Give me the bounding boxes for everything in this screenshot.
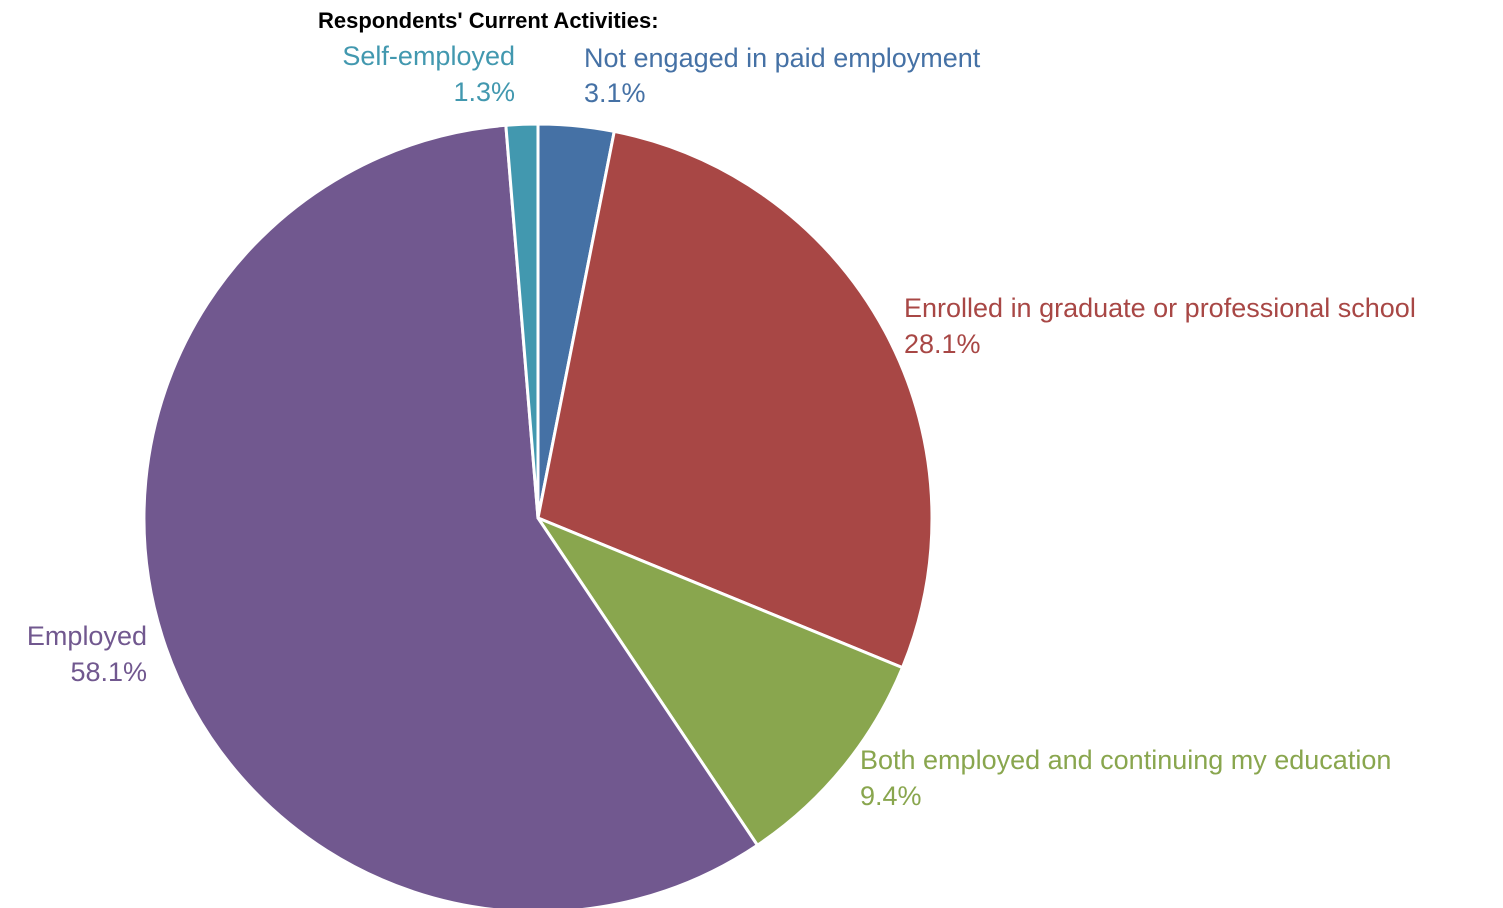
slice-label-name-employed: Employed: [27, 621, 147, 651]
pie-labels: Not engaged in paid employment 3.1% Enroll…: [27, 41, 1416, 811]
slice-label-value-not-engaged-in-paid-employment: 3.1%: [584, 78, 646, 108]
slice-both-employed-and-continuing-my-education: [536, 516, 904, 847]
slice-employed: [142, 123, 759, 908]
slice-label-name-both-employed-and-continuing-my-education: Both employed and continuing my educatio…: [860, 745, 1391, 775]
slice-enrolled-in-graduate-or-professional-school: [536, 129, 934, 670]
slice-self-employed: [504, 122, 540, 520]
slice-label-value-self-employed: 1.3%: [453, 77, 515, 107]
chart-title: Respondents' Current Activities:: [318, 8, 659, 33]
pie-slices: [142, 122, 934, 908]
slice-label-name-enrolled-in-graduate-or-professional-school: Enrolled in graduate or professional sch…: [904, 293, 1416, 323]
slice-label-value-enrolled-in-graduate-or-professional-school: 28.1%: [904, 329, 981, 359]
slice-label-value-employed: 58.1%: [70, 657, 147, 687]
slice-label-name-self-employed: Self-employed: [342, 41, 515, 71]
slice-label-value-both-employed-and-continuing-my-education: 9.4%: [860, 781, 922, 811]
slice-label-name-not-engaged-in-paid-employment: Not engaged in paid employment: [584, 43, 981, 73]
